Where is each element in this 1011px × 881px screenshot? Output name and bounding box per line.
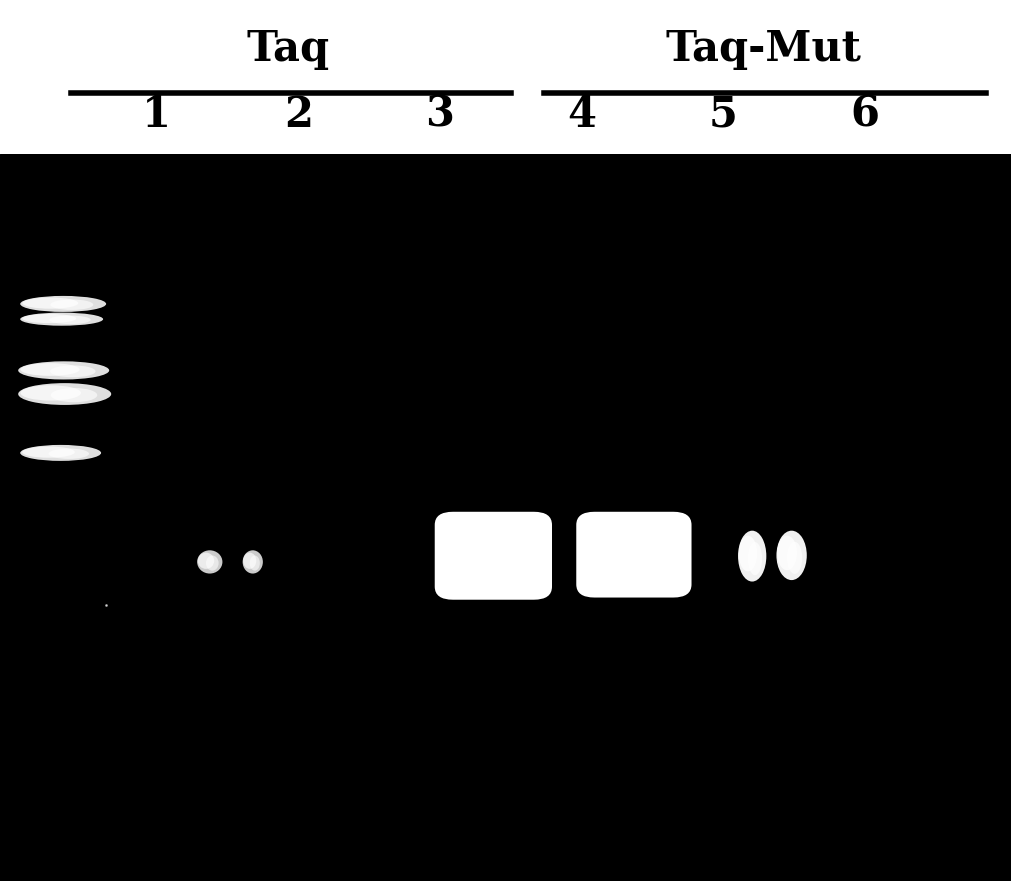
- Ellipse shape: [22, 298, 78, 308]
- Ellipse shape: [20, 445, 101, 461]
- Ellipse shape: [51, 388, 97, 403]
- Text: 6: 6: [850, 93, 879, 136]
- Ellipse shape: [50, 315, 91, 324]
- Text: Taq-Mut: Taq-Mut: [665, 28, 861, 70]
- Ellipse shape: [51, 300, 93, 310]
- Ellipse shape: [739, 536, 757, 572]
- Ellipse shape: [776, 530, 807, 580]
- Ellipse shape: [49, 448, 89, 459]
- Ellipse shape: [18, 361, 109, 380]
- Ellipse shape: [777, 536, 797, 570]
- Text: 3: 3: [426, 93, 454, 136]
- Ellipse shape: [198, 552, 214, 569]
- Ellipse shape: [738, 530, 766, 581]
- FancyBboxPatch shape: [576, 512, 692, 597]
- Ellipse shape: [20, 313, 103, 326]
- Ellipse shape: [197, 551, 222, 574]
- Ellipse shape: [206, 556, 218, 571]
- Ellipse shape: [243, 552, 257, 569]
- Ellipse shape: [788, 542, 803, 574]
- Ellipse shape: [20, 385, 81, 401]
- Text: Taq: Taq: [247, 28, 330, 70]
- Ellipse shape: [22, 314, 76, 323]
- Ellipse shape: [20, 363, 80, 376]
- Text: 1: 1: [143, 93, 171, 136]
- Ellipse shape: [20, 296, 106, 312]
- Ellipse shape: [22, 447, 75, 458]
- Text: 5: 5: [709, 93, 737, 136]
- Ellipse shape: [250, 556, 260, 571]
- Text: 4: 4: [567, 93, 595, 136]
- Ellipse shape: [18, 383, 111, 405]
- Ellipse shape: [243, 551, 263, 574]
- Ellipse shape: [50, 366, 95, 377]
- Ellipse shape: [748, 542, 762, 575]
- Text: 2: 2: [284, 93, 312, 136]
- FancyBboxPatch shape: [435, 512, 552, 600]
